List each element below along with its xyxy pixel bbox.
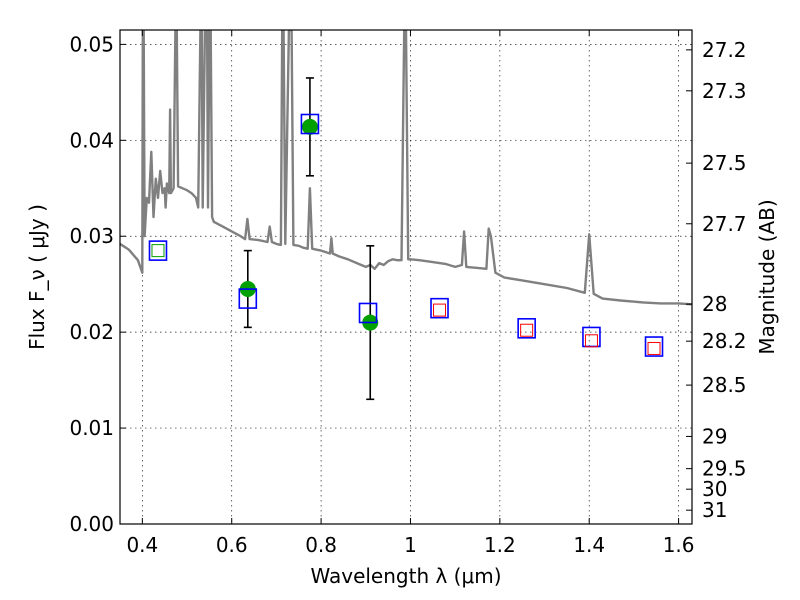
right-tick-label: 29 bbox=[702, 424, 727, 448]
y-axis-label: Flux F_ν ( μJy ) bbox=[25, 204, 49, 350]
right-tick-label: 27.2 bbox=[702, 38, 747, 62]
model-box-marker bbox=[358, 302, 378, 324]
inner-square-marker bbox=[151, 244, 165, 258]
right-tick-label: 28 bbox=[702, 292, 727, 316]
right-tick-label: 28.5 bbox=[702, 373, 747, 397]
model-box-marker bbox=[238, 288, 258, 309]
right-tick-label: 31 bbox=[702, 498, 727, 522]
y-tick-label: 0.04 bbox=[69, 128, 114, 152]
observed-point bbox=[301, 118, 318, 135]
x-tick-label: 0.8 bbox=[305, 533, 337, 557]
model-box-marker bbox=[517, 318, 536, 339]
y-tick-label: 0.00 bbox=[69, 512, 114, 536]
inner-square-marker bbox=[520, 323, 534, 337]
right-tick-label: 30 bbox=[702, 477, 727, 501]
ticks: 0.4 0.6 0.8 1 1.2 1.4 1.6 0.00 0.01 0.02 0.03 0.04 0… bbox=[69, 30, 747, 557]
model-box-marker bbox=[300, 113, 320, 135]
data-layer bbox=[120, 30, 692, 401]
right-tick-label: 28.2 bbox=[702, 329, 747, 353]
y-tick-label: 0.05 bbox=[69, 32, 114, 56]
inner-square-marker bbox=[584, 334, 598, 348]
right-tick-label: 27.5 bbox=[702, 151, 747, 175]
y-axis-right-label: Magnitude (AB) bbox=[755, 199, 779, 354]
x-tick-label: 0.6 bbox=[216, 533, 248, 557]
y-tick-label: 0.03 bbox=[69, 224, 114, 248]
x-tick-label: 1.6 bbox=[663, 533, 695, 557]
model-box-marker bbox=[148, 240, 168, 261]
plot-frame bbox=[119, 29, 693, 525]
model-box-marker bbox=[430, 297, 449, 319]
x-tick-label: 0.4 bbox=[126, 533, 158, 557]
right-tick-label: 27.7 bbox=[702, 212, 747, 236]
y-tick-label: 0.01 bbox=[69, 416, 114, 440]
right-tick-label: 29.5 bbox=[702, 457, 747, 481]
x-tick-label: 1.2 bbox=[484, 533, 516, 557]
y-tick-label: 0.02 bbox=[69, 320, 114, 344]
right-tick-label: 27.3 bbox=[702, 79, 747, 103]
x-tick-label: 1 bbox=[404, 533, 417, 557]
model-box-marker bbox=[644, 336, 664, 357]
spectrum-line bbox=[120, 30, 692, 306]
inner-square-marker bbox=[433, 303, 447, 317]
x-axis-label: Wavelength λ (μm) bbox=[310, 564, 501, 588]
x-tick-label: 1.4 bbox=[573, 533, 605, 557]
inner-square-marker bbox=[647, 341, 661, 355]
